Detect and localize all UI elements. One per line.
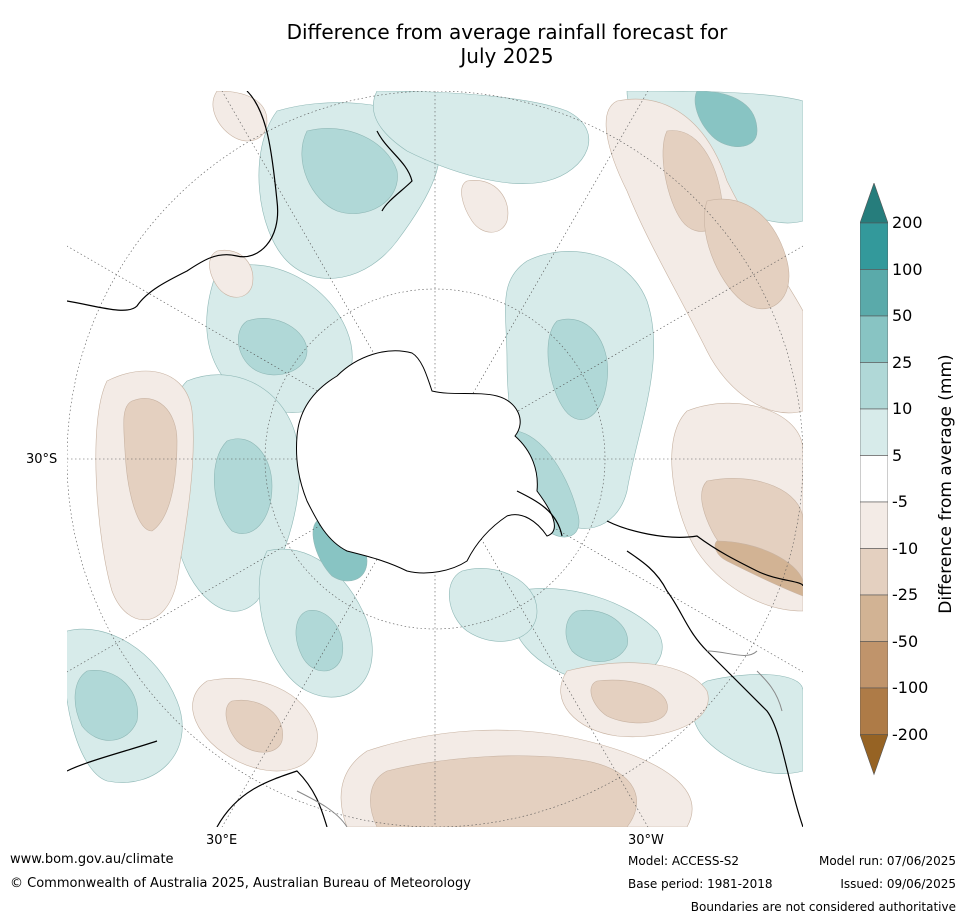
map-canvas bbox=[67, 91, 803, 827]
legend-tick-label: 25 bbox=[892, 352, 913, 372]
legend-band bbox=[860, 455, 888, 503]
footer-website[interactable]: www.bom.gov.au/climate bbox=[10, 852, 174, 867]
title-line-2: July 2025 bbox=[460, 44, 554, 68]
dry-anomaly-layer bbox=[95, 91, 803, 827]
lon-label-30e: 30°E bbox=[206, 833, 238, 848]
legend-tick-label: 100 bbox=[892, 259, 923, 279]
legend-band bbox=[860, 594, 888, 642]
footer-model-run: Model run: 07/06/2025 bbox=[818, 854, 956, 868]
legend-tick-label: 10 bbox=[892, 399, 913, 418]
legend-band bbox=[860, 548, 888, 596]
legend-band bbox=[860, 269, 888, 317]
title-line-1: Difference from average rainfall forecas… bbox=[286, 20, 728, 44]
lat-label-30s: 30°S bbox=[26, 452, 58, 467]
footer-copyright: © Commonwealth of Australia 2025, Austra… bbox=[10, 876, 471, 891]
legend-tick-label: 50 bbox=[892, 306, 913, 325]
legend-tick-label: -200 bbox=[892, 724, 929, 744]
legend-band bbox=[860, 362, 888, 410]
legend-title: Difference from average (mm) bbox=[936, 354, 956, 614]
country-borders bbox=[296, 650, 783, 827]
footer-issued: Issued: 09/06/2025 bbox=[840, 877, 956, 891]
legend-tick-label: -25 bbox=[892, 585, 919, 604]
lon-label-30w: 30°W bbox=[628, 833, 664, 848]
footer-disclaimer: Boundaries are not considered authoritat… bbox=[690, 900, 956, 914]
footer-base-period: Base period: 1981-2018 bbox=[628, 877, 773, 891]
legend-band bbox=[860, 687, 888, 735]
rainfall-map[interactable] bbox=[67, 91, 803, 827]
legend-tick-label: 5 bbox=[892, 445, 903, 465]
footer-model: Model: ACCESS-S2 bbox=[628, 854, 740, 868]
legend-band bbox=[860, 408, 888, 456]
legend-tick-label: 200 bbox=[892, 213, 923, 232]
legend-colorbar bbox=[860, 183, 888, 776]
legend-tick-label: -5 bbox=[892, 492, 908, 511]
map-title: Difference from average rainfall forecas… bbox=[0, 20, 965, 68]
legend-band bbox=[860, 222, 888, 270]
legend-tick-label: -10 bbox=[892, 538, 919, 558]
legend-tick-label: -100 bbox=[892, 678, 929, 697]
legend-tick-label: -50 bbox=[892, 631, 919, 651]
legend-band bbox=[860, 315, 888, 363]
legend-band bbox=[860, 501, 888, 549]
antarctica-coastline bbox=[296, 350, 555, 574]
legend-extend-bottom bbox=[860, 734, 888, 776]
legend-extend-top bbox=[860, 183, 888, 224]
coastlines bbox=[67, 91, 803, 827]
legend-band bbox=[860, 641, 888, 689]
